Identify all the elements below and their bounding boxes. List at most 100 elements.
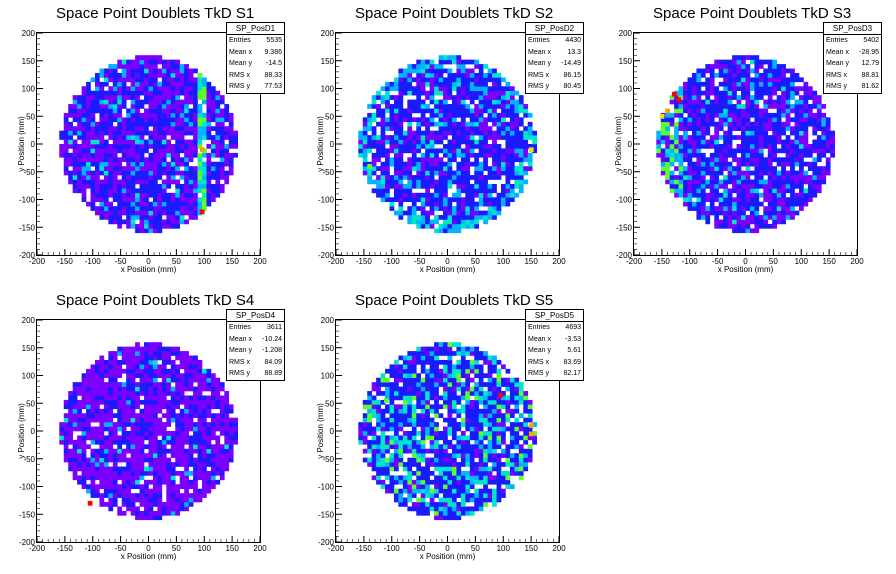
heatmap-cell: [197, 206, 203, 211]
heatmap-cell: [63, 417, 69, 423]
heatmap-cell: [179, 183, 185, 189]
heatmap-cell: [772, 183, 778, 189]
heatmap-cell: [206, 404, 212, 410]
heatmap-cell: [224, 179, 230, 185]
heatmap-cell: [117, 148, 123, 154]
heatmap-cell: [219, 99, 225, 105]
heatmap-cell: [799, 188, 804, 194]
heatmap-cell: [72, 470, 78, 476]
heatmap-cell: [754, 201, 760, 207]
heatmap-cell: [723, 86, 728, 92]
heatmap-cell: [148, 59, 154, 65]
heatmap-cell: [532, 130, 537, 136]
heatmap-cell: [112, 170, 118, 176]
heatmap-cell: [799, 139, 804, 145]
heatmap-cell: [103, 453, 109, 458]
heatmap-cell: [135, 90, 140, 96]
heatmap-cell: [420, 210, 426, 216]
heatmap-cell: [398, 139, 404, 145]
heatmap-cell: [188, 183, 194, 189]
heatmap-cell: [193, 466, 198, 472]
heatmap-cell: [447, 161, 453, 167]
heatmap-cell: [175, 413, 181, 418]
heatmap-hot-cell: [671, 91, 677, 97]
heatmap-cell: [478, 72, 484, 78]
heatmap-cell: [687, 175, 693, 180]
heatmap-cell: [527, 130, 533, 136]
heatmap-cell: [438, 104, 444, 109]
heatmap-cell: [825, 157, 831, 163]
heatmap-cell: [77, 404, 82, 410]
heatmap-cell: [103, 81, 109, 87]
heatmap-cell: [121, 86, 127, 92]
x-tick-label: 100: [198, 257, 212, 266]
heatmap-cell: [219, 175, 225, 180]
heatmap-cell: [126, 86, 131, 92]
heatmap-cell: [90, 135, 96, 140]
heatmap-cell: [763, 99, 769, 105]
heatmap-cell: [469, 77, 475, 83]
heatmap-cell: [184, 157, 189, 163]
heatmap-cell: [438, 188, 444, 194]
stats-row: RMS x 86.15: [526, 70, 583, 82]
heatmap-cell: [709, 139, 715, 145]
heatmap-cell: [656, 130, 662, 136]
heatmap-cell: [170, 95, 176, 100]
heatmap-cell: [700, 121, 706, 127]
heatmap-cell: [754, 72, 760, 78]
heatmap-cell: [425, 157, 430, 163]
heatmap-cell: [126, 479, 131, 485]
heatmap-cell: [727, 117, 733, 123]
heatmap-cell: [108, 377, 114, 383]
heatmap-cell: [443, 215, 448, 220]
heatmap-cell: [179, 399, 185, 405]
heatmap-cell: [518, 95, 524, 100]
heatmap-cell: [799, 112, 804, 118]
heatmap-cell: [117, 157, 123, 163]
heatmap-cell: [86, 475, 91, 481]
heatmap-cell: [429, 72, 435, 78]
heatmap-cell: [117, 183, 123, 189]
x-axis-title: x Position (mm): [420, 265, 476, 274]
heatmap-cell: [420, 161, 426, 167]
heatmap-cell: [705, 77, 711, 83]
heatmap-cell: [157, 130, 163, 136]
heatmap-cell: [727, 223, 733, 229]
heatmap-cell: [144, 364, 149, 370]
heatmap-cell: [108, 470, 114, 476]
heatmap-cell: [112, 139, 118, 145]
heatmap-cell: [233, 144, 238, 149]
heatmap-cell: [438, 139, 444, 145]
heatmap-cell: [68, 462, 73, 467]
x-axis-title: x Position (mm): [121, 552, 177, 561]
heatmap-cell: [215, 422, 221, 427]
heatmap-cell: [767, 183, 773, 189]
heatmap-cell: [380, 161, 386, 167]
heatmap-cell: [144, 59, 149, 65]
heatmap-cell: [166, 95, 172, 100]
heatmap-cell: [763, 81, 769, 87]
heatmap-cell: [130, 391, 136, 396]
heatmap-cell: [224, 112, 230, 118]
heatmap-cell: [99, 355, 105, 361]
heatmap-cell: [219, 112, 225, 118]
heatmap-cell: [389, 104, 395, 109]
heatmap-cell: [202, 395, 207, 401]
heatmap-cell: [99, 210, 105, 216]
heatmap-cell: [767, 95, 773, 100]
heatmap-cell: [723, 179, 728, 185]
y-tick-label: 150: [619, 57, 633, 66]
heatmap-cell: [166, 223, 172, 229]
heatmap-cell: [438, 72, 444, 78]
stats-row: Entries 5402: [824, 35, 881, 47]
heatmap-cell: [233, 422, 238, 427]
heatmap-cell: [460, 148, 466, 154]
heatmap-cell: [94, 157, 100, 163]
heatmap-cell: [776, 201, 782, 207]
heatmap-cell: [170, 462, 176, 467]
heatmap-cell: [398, 152, 404, 158]
stats-label: Entries: [229, 37, 251, 44]
heatmap-cell: [99, 399, 105, 405]
heatmap-cell: [416, 215, 422, 220]
heatmap-cell: [496, 206, 502, 211]
